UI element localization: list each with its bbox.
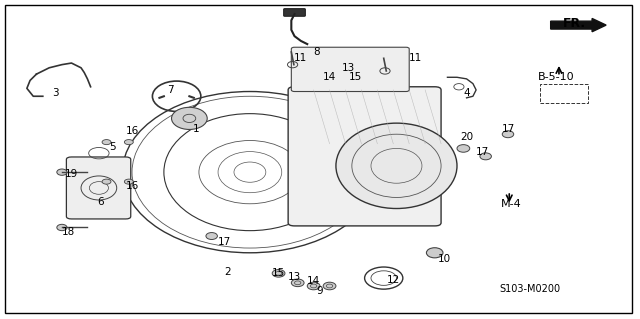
Bar — [540, 84, 588, 103]
Text: 9: 9 — [317, 286, 323, 296]
Ellipse shape — [124, 179, 133, 184]
Text: 7: 7 — [167, 85, 173, 95]
FancyArrow shape — [550, 19, 606, 32]
Ellipse shape — [323, 282, 336, 290]
Text: 4: 4 — [463, 88, 470, 98]
Ellipse shape — [206, 233, 218, 240]
Text: 2: 2 — [224, 267, 231, 277]
Text: 14: 14 — [323, 72, 336, 82]
Text: 17: 17 — [476, 147, 489, 157]
Ellipse shape — [480, 153, 492, 160]
Text: 13: 13 — [342, 63, 355, 73]
FancyBboxPatch shape — [291, 47, 409, 92]
FancyBboxPatch shape — [288, 87, 441, 226]
Ellipse shape — [272, 270, 285, 277]
Text: 17: 17 — [501, 124, 515, 135]
Text: 14: 14 — [307, 276, 320, 286]
Text: S103-M0200: S103-M0200 — [500, 284, 561, 294]
Ellipse shape — [426, 248, 443, 258]
Text: 3: 3 — [52, 88, 59, 98]
Text: 8: 8 — [314, 47, 320, 57]
Text: 15: 15 — [272, 268, 285, 278]
Ellipse shape — [457, 145, 470, 152]
Text: 16: 16 — [125, 182, 139, 191]
Ellipse shape — [102, 179, 111, 184]
Ellipse shape — [102, 140, 111, 145]
Text: 11: 11 — [409, 53, 422, 63]
Ellipse shape — [172, 107, 207, 130]
Text: 10: 10 — [438, 254, 451, 264]
Text: FR.: FR. — [563, 17, 586, 30]
Text: 12: 12 — [387, 275, 400, 285]
Ellipse shape — [57, 224, 67, 231]
Text: 17: 17 — [218, 237, 231, 247]
Text: 11: 11 — [294, 53, 307, 63]
Ellipse shape — [124, 140, 133, 145]
Ellipse shape — [57, 169, 67, 175]
Ellipse shape — [336, 123, 457, 209]
Text: 16: 16 — [125, 126, 139, 136]
Text: 19: 19 — [65, 169, 78, 179]
Text: 5: 5 — [109, 142, 116, 152]
FancyBboxPatch shape — [67, 157, 131, 219]
Text: M-4: M-4 — [500, 199, 522, 209]
Text: B-5-10: B-5-10 — [538, 72, 574, 82]
Ellipse shape — [307, 282, 320, 290]
Text: 1: 1 — [193, 124, 199, 135]
Ellipse shape — [502, 131, 514, 138]
Text: 18: 18 — [61, 227, 75, 237]
Text: 15: 15 — [348, 72, 362, 82]
FancyBboxPatch shape — [284, 9, 305, 16]
Text: 13: 13 — [288, 271, 301, 281]
Text: 20: 20 — [460, 132, 473, 142]
Text: 6: 6 — [97, 197, 104, 207]
Ellipse shape — [291, 279, 304, 286]
